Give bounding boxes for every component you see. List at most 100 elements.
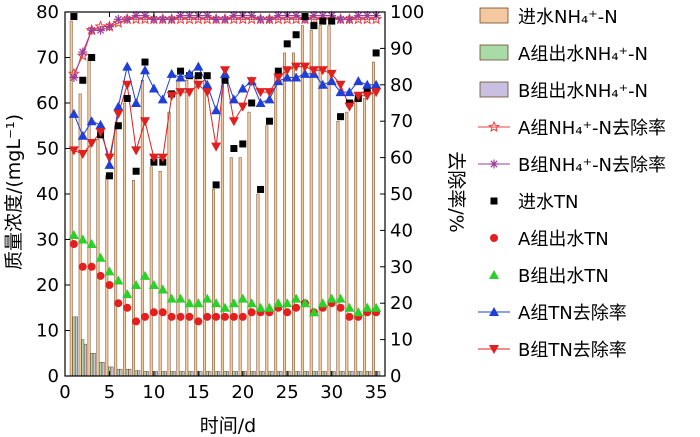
bar-3-15 (199, 371, 203, 377)
bar-1-9 (140, 80, 144, 377)
point-s5-7 (123, 94, 131, 102)
point-s6-19 (229, 312, 238, 321)
point-s6-14 (185, 312, 194, 321)
point-s6-4 (96, 271, 105, 280)
point-s9-3 (86, 139, 97, 149)
point-s5-34 (363, 85, 371, 93)
point-s5-9 (141, 58, 149, 66)
point-s4-23 (264, 14, 274, 24)
bar-3-6 (119, 368, 123, 377)
point-s4-2 (78, 47, 88, 57)
point-s5-35 (372, 49, 380, 57)
y2-tick-label: 0 (390, 366, 401, 387)
bar-1-8 (132, 180, 135, 377)
legend-marker-7 (489, 270, 499, 279)
point-s8-20 (237, 83, 248, 93)
point-s5-30 (328, 17, 336, 25)
legend-label-3: A组NH₄⁺-N去除率 (518, 118, 666, 139)
bar-1-17 (212, 189, 215, 377)
bar-3-3 (92, 353, 96, 377)
point-s8-14 (184, 68, 195, 78)
bar-2-28 (312, 371, 316, 377)
bar-2-24 (276, 371, 280, 377)
point-s8-31 (335, 87, 346, 97)
point-s7-12 (166, 293, 177, 303)
bar-3-11 (163, 371, 167, 377)
x-tick-label: 30 (320, 382, 343, 403)
point-s9-29 (317, 66, 328, 76)
bar-2-19 (232, 371, 236, 377)
point-s8-8 (131, 98, 142, 107)
y2-tick-label: 100 (390, 2, 424, 23)
point-s4-14 (184, 11, 194, 21)
point-s9-25 (282, 66, 293, 76)
point-s7-3 (86, 239, 97, 249)
y2-tick-label: 60 (390, 148, 413, 169)
bar-1-6 (114, 125, 118, 377)
point-s4-17 (211, 14, 221, 24)
point-s8-29 (317, 79, 328, 89)
legend-label-2: B组出水NH₄⁺-N (518, 81, 648, 102)
point-s7-19 (228, 298, 239, 308)
bar-3-31 (341, 371, 345, 377)
point-s7-10 (148, 280, 159, 289)
point-s5-5 (105, 172, 113, 180)
series-line-3 (73, 18, 377, 75)
bar-1-24 (274, 75, 278, 377)
legend-marker-9 (489, 345, 499, 354)
y-tick-label: 10 (36, 321, 59, 342)
point-s6-31 (336, 303, 345, 312)
point-s9-1 (68, 146, 79, 156)
bar-2-14 (187, 371, 191, 377)
point-s8-17 (211, 105, 222, 115)
point-s7-5 (104, 266, 115, 276)
legend-marker-3 (487, 120, 501, 133)
legend-label-6: A组出水TN (518, 229, 609, 250)
x-tick-label: 0 (59, 382, 70, 403)
bar-3-34 (368, 371, 372, 377)
bar-1-32 (345, 111, 349, 377)
point-s7-28 (308, 307, 319, 317)
point-s5-15 (194, 72, 202, 80)
bar-1-7 (123, 102, 127, 377)
bar-2-27 (303, 371, 307, 377)
bar-3-28 (315, 371, 318, 377)
point-s3-2 (76, 49, 89, 61)
bar-2-8 (134, 370, 138, 377)
point-s4-16 (202, 11, 212, 21)
y-tick-label: 80 (36, 2, 59, 23)
point-s8-9 (140, 65, 150, 75)
point-s7-30 (326, 293, 337, 303)
bar-3-16 (208, 371, 212, 377)
point-s9-15 (193, 80, 204, 90)
point-s6-16 (203, 312, 212, 321)
bar-2-9 (143, 371, 147, 377)
axes-group: 0 5 10 15 20 25 30 3501020304050607080010203040… (36, 2, 424, 403)
bar-1-26 (292, 52, 295, 377)
legend-label-0: 进水NH₄⁺-N (518, 7, 618, 28)
point-s8-34 (362, 79, 373, 89)
point-s4-31 (336, 14, 346, 24)
point-s7-1 (68, 229, 79, 239)
point-s7-26 (291, 293, 302, 303)
bar-3-20 (243, 371, 247, 377)
point-s9-4 (95, 128, 106, 138)
y2-tick-label: 90 (390, 38, 413, 59)
point-s7-6 (113, 275, 124, 285)
bar-3-7 (128, 368, 132, 377)
point-s4-33 (353, 11, 363, 21)
point-s6-20 (238, 312, 247, 321)
point-s9-7 (122, 80, 133, 90)
point-s4-5 (104, 22, 114, 32)
point-s5-23 (265, 117, 273, 125)
point-s9-11 (157, 153, 168, 163)
point-s9-5 (104, 153, 115, 163)
point-s6-1 (69, 240, 78, 249)
bar-1-34 (363, 98, 367, 377)
bar-1-31 (336, 120, 340, 377)
point-s9-27 (300, 62, 310, 72)
x-tick-label: 20 (231, 382, 254, 403)
legend-label-1: A组出水NH₄⁺-N (518, 44, 648, 65)
bar-1-21 (247, 111, 251, 377)
